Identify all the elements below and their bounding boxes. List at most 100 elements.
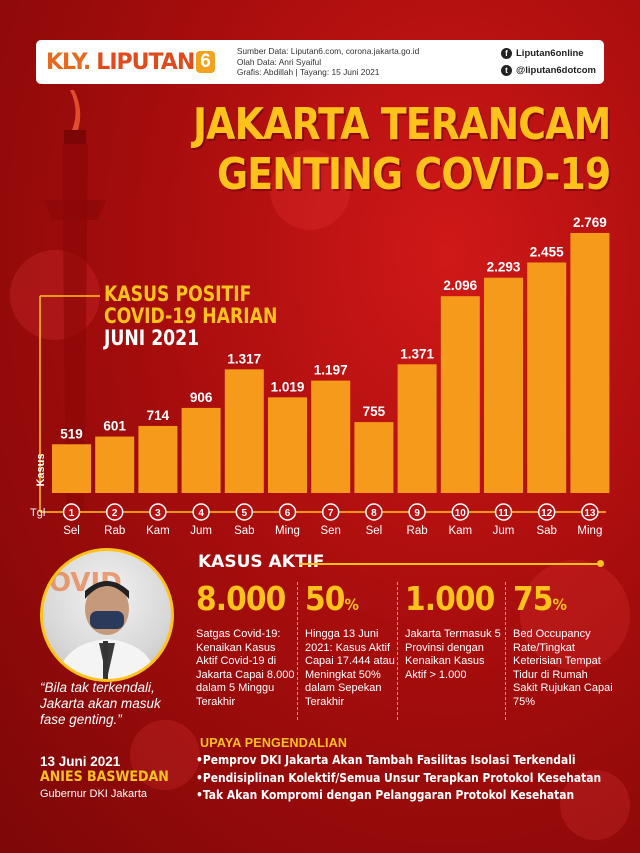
twitter-handle: @liputan6dotcom bbox=[516, 65, 596, 76]
day-tick-label: Rab bbox=[407, 525, 428, 537]
twitter-link[interactable]: t @liputan6dotcom bbox=[501, 62, 596, 79]
bar-value-label: 2.769 bbox=[573, 215, 607, 230]
y-axis-label: Kasus bbox=[35, 453, 47, 486]
day-tick-label: Jum bbox=[190, 525, 212, 537]
date-marker bbox=[192, 503, 210, 521]
bar bbox=[397, 364, 437, 493]
date-marker bbox=[235, 503, 254, 521]
date-tick-label: 4 bbox=[198, 508, 204, 519]
date-marker bbox=[408, 503, 426, 521]
facebook-icon: f bbox=[501, 48, 512, 59]
quote-date: 13 Juni 2021 bbox=[40, 754, 121, 769]
stat-divider bbox=[297, 582, 299, 720]
twitter-icon: t bbox=[501, 65, 512, 76]
bar-value-label: 1.197 bbox=[314, 363, 348, 378]
chart-subtitle: KASUS POSITIF COVID-19 HARIAN JUNI 2021 bbox=[104, 283, 315, 349]
header-bar: KLY. LIPUTAN 6 Sumber Data: Liputan6.com… bbox=[36, 40, 604, 84]
liputan-logo-text: LIPUTAN bbox=[96, 49, 195, 75]
bar bbox=[224, 369, 264, 493]
date-tick-label: 12 bbox=[541, 508, 553, 519]
day-tick-label: Sab bbox=[536, 525, 556, 537]
date-marker bbox=[278, 503, 297, 521]
bar-value-label: 1.019 bbox=[271, 379, 305, 394]
day-tick-label: Sel bbox=[366, 525, 383, 537]
bar-value-label: 2.293 bbox=[487, 260, 521, 275]
bar-value-label: 519 bbox=[60, 426, 83, 441]
stat-number: 75 bbox=[513, 579, 553, 618]
bar-value-label: 755 bbox=[363, 404, 386, 419]
credits: Sumber Data: Liputan6.com, corona.jakart… bbox=[237, 46, 420, 78]
date-marker bbox=[105, 503, 124, 521]
day-tick-label: Sab bbox=[234, 525, 254, 537]
date-tick-label: 5 bbox=[242, 508, 248, 519]
facebook-link[interactable]: f Liputan6online bbox=[501, 45, 596, 62]
active-stat: 8.000 Satgas Covid-19: Kenaikan Kasus Akt… bbox=[196, 580, 296, 709]
quote-author-role: Gubernur DKI Jakarta bbox=[40, 788, 147, 800]
bar bbox=[354, 422, 394, 493]
graphic-credit: Grafis: Abdillah | Tayang: 15 Juni 2021 bbox=[236, 67, 380, 78]
date-marker bbox=[62, 503, 81, 521]
date-tick-label: 7 bbox=[328, 508, 334, 519]
subtitle-line-1: KASUS POSITIF bbox=[104, 282, 252, 306]
date-tick-label: 9 bbox=[414, 508, 420, 519]
kly-logo-text: KLY. bbox=[46, 49, 91, 75]
bar bbox=[181, 407, 221, 493]
anies-baswedan-photo: OVID bbox=[40, 548, 174, 682]
bar bbox=[95, 436, 135, 493]
stat-description: Jakarta Termasuk 5 Provinsi dengan Kenai… bbox=[405, 628, 501, 681]
page-title: JAKARTA TERANCAM GENTING COVID-19 bbox=[193, 100, 611, 200]
day-tick-label: Sel bbox=[63, 525, 80, 537]
stat-number: 50 bbox=[305, 579, 345, 618]
quote-text: “Bila tak terkendali, Jakarta akan masuk… bbox=[40, 680, 161, 727]
bar bbox=[570, 233, 610, 493]
subtitle-line-2: COVID-19 HARIAN bbox=[104, 304, 278, 328]
facebook-handle: Liputan6online bbox=[516, 48, 584, 59]
day-tick-label: Rab bbox=[104, 525, 125, 537]
bar bbox=[311, 380, 351, 493]
source-text: Sumber Data: Liputan6.com, corona.jakart… bbox=[236, 46, 420, 57]
stat-value: 75% bbox=[513, 580, 603, 624]
daily-cases-chart: Kasus Tgl 519 1 Sel 601 2 Rab 714 3 Kam 906 4 Jum 1.31… bbox=[30, 215, 610, 537]
bar bbox=[138, 425, 178, 493]
liputan-logo-number: 6 bbox=[196, 51, 215, 73]
date-tick-label: 11 bbox=[498, 508, 509, 519]
bar-value-label: 906 bbox=[190, 390, 213, 405]
bar-value-label: 1.371 bbox=[400, 346, 434, 361]
stat-suffix: % bbox=[344, 595, 359, 614]
stat-value: 50% bbox=[305, 580, 395, 624]
stat-description: Satgas Covid-19: Kenaikan Kasus Aktif Co… bbox=[196, 628, 295, 708]
active-stat: 1.000 Jakarta Termasuk 5 Provinsi dengan … bbox=[405, 580, 505, 682]
data-credit: Olah Data: Anri Syaiful bbox=[236, 56, 322, 67]
virus-decoration bbox=[270, 150, 350, 230]
stat-number: 8.000 bbox=[196, 579, 286, 618]
upaya-item: Pemprov DKI Jakarta Akan Tambah Fasilita… bbox=[196, 752, 601, 770]
upaya-title: UPAYA PENGENDALIAN bbox=[200, 736, 348, 750]
virus-decoration bbox=[130, 720, 200, 790]
stat-description: Bed Occupancy Rate/Tingkat Keterisian Te… bbox=[513, 628, 613, 708]
bar-value-label: 2.096 bbox=[443, 278, 477, 293]
person-icon: OVID bbox=[49, 568, 157, 679]
social-links: f Liputan6online t @liputan6dotcom bbox=[501, 45, 596, 79]
day-tick-label: Kam bbox=[448, 525, 472, 537]
active-stat: 75% Bed Occupancy Rate/Tingkat Keterisian… bbox=[513, 580, 613, 709]
x-axis-label: Tgl bbox=[30, 507, 45, 519]
date-marker bbox=[537, 503, 556, 521]
day-tick-label: Ming bbox=[577, 525, 602, 537]
bar-value-label: 601 bbox=[103, 419, 126, 434]
quote-author: ANIES BASWEDAN bbox=[40, 769, 169, 785]
upaya-item: Pendisiplinan Kolektif/Semua Unsur Terap… bbox=[196, 770, 601, 788]
bar-value-label: 2.455 bbox=[530, 244, 564, 259]
stat-description: Hingga 13 Juni 2021: Kasus Aktif Capai 1… bbox=[305, 628, 395, 708]
bar bbox=[52, 444, 91, 493]
stat-value: 1.000 bbox=[405, 580, 495, 624]
active-cases-title: KASUS AKTIF bbox=[198, 552, 325, 572]
stat-divider bbox=[505, 582, 507, 720]
bar bbox=[527, 262, 567, 493]
date-tick-label: 10 bbox=[455, 508, 467, 519]
date-marker bbox=[149, 503, 167, 521]
date-tick-label: 6 bbox=[285, 508, 291, 519]
day-tick-label: Sen bbox=[320, 525, 340, 537]
date-marker bbox=[581, 503, 599, 521]
date-marker bbox=[321, 503, 340, 521]
